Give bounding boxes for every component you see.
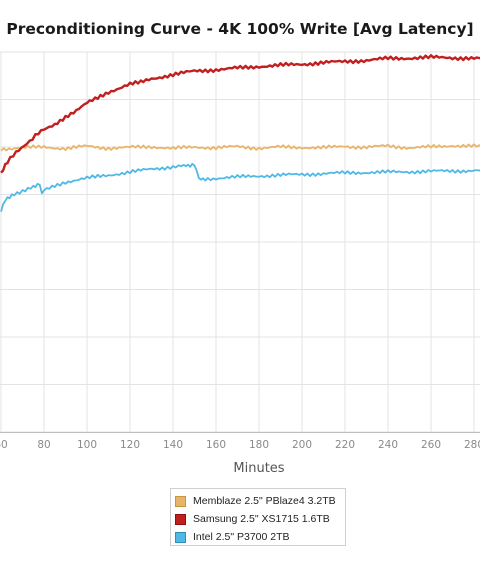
legend-swatch	[175, 495, 186, 507]
chart-title: Preconditioning Curve - 4K 100% Write [A…	[6, 20, 474, 38]
x-tick-label: 80	[37, 439, 50, 451]
x-tick-label: 220	[335, 439, 355, 451]
series-line-3	[0, 162, 480, 212]
legend: Memblaze 2.5" PBlaze4 3.2TB Samsung 2.5" …	[170, 488, 346, 546]
legend-label: Memblaze 2.5" PBlaze4 3.2TB	[193, 495, 336, 507]
x-tick-label: 240	[378, 439, 398, 451]
x-tick-label: 160	[206, 439, 226, 451]
x-tick-label: 100	[77, 439, 97, 451]
series-line-2	[0, 54, 480, 174]
x-tick-label: 140	[163, 439, 183, 451]
legend-label: Samsung 2.5" XS1715 1.6TB	[193, 513, 330, 525]
legend-label: Intel 2.5" P3700 2TB	[193, 531, 290, 543]
legend-item: Memblaze 2.5" PBlaze4 3.2TB	[175, 492, 341, 510]
x-tick-label: 280	[464, 439, 480, 451]
legend-swatch	[175, 513, 186, 525]
series-line-1	[0, 143, 480, 152]
x-tick-label: 60	[0, 439, 8, 451]
x-tick-label: 180	[249, 439, 269, 451]
x-tick-label: 120	[120, 439, 140, 451]
legend-item: Intel 2.5" P3700 2TB	[175, 528, 341, 546]
x-axis-title: Minutes	[233, 461, 284, 476]
x-tick-label: 260	[421, 439, 441, 451]
legend-swatch	[175, 531, 186, 543]
x-tick-label: 200	[292, 439, 312, 451]
legend-item: Samsung 2.5" XS1715 1.6TB	[175, 510, 341, 528]
